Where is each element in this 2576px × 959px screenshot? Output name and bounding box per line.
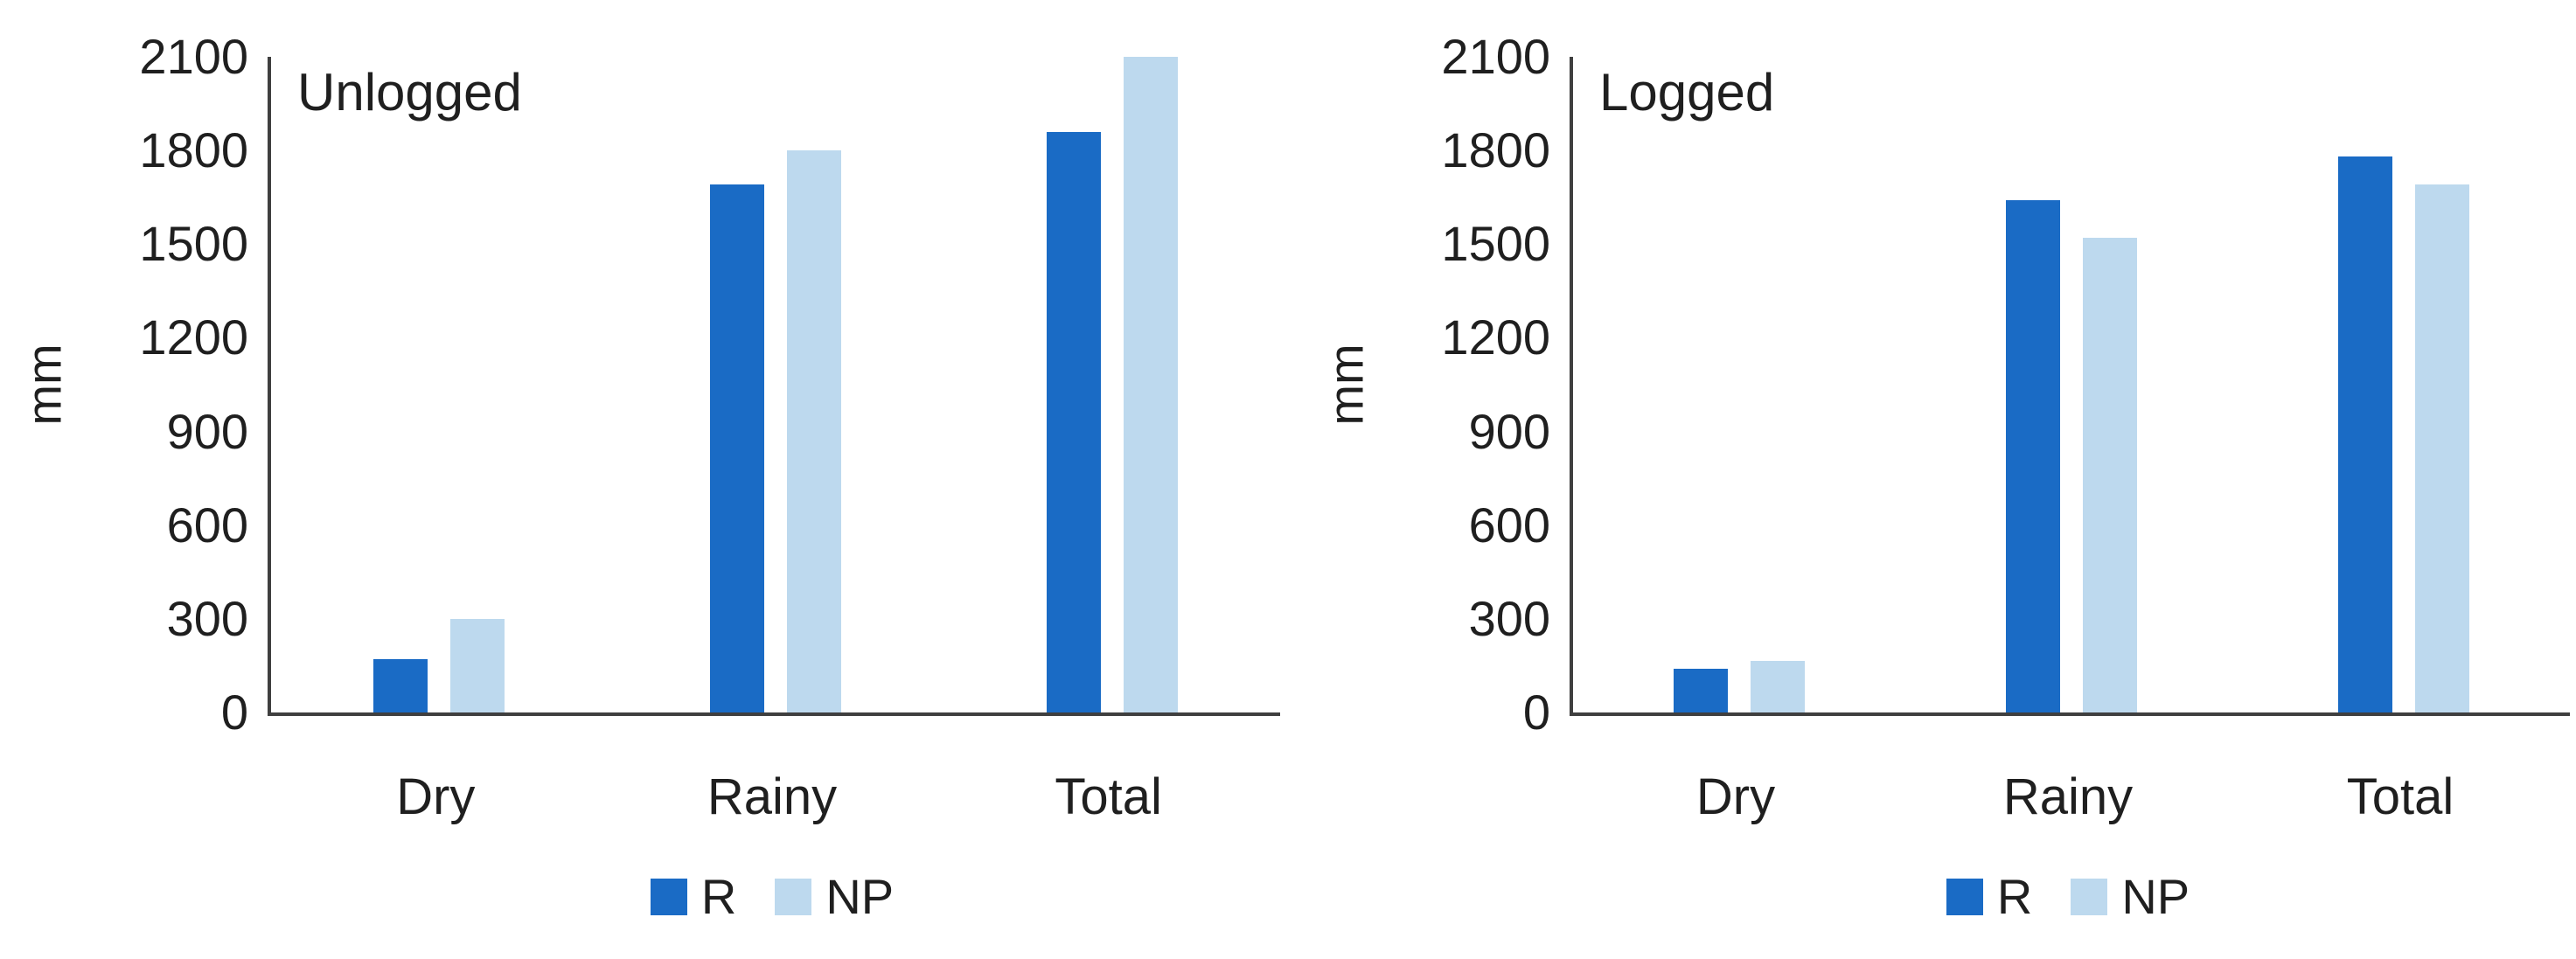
bar-np-rainy xyxy=(2083,238,2137,712)
bar-r-total xyxy=(1047,132,1101,712)
y-tick-label: 1200 xyxy=(1441,309,1550,365)
y-tick-label: 300 xyxy=(166,590,248,646)
y-tick-label: 1800 xyxy=(139,122,248,178)
legend-item-np: NP xyxy=(775,872,894,921)
x-axis-label-total: Total xyxy=(1055,768,1162,825)
x-axis-label-rainy: Rainy xyxy=(707,768,838,825)
y-tick-label: 1500 xyxy=(1441,216,1550,272)
legend-label-r: R xyxy=(700,869,737,924)
chart-logged: mm 0 300 600 900 1200 1500 1800 2100 Logged Dry Rai… xyxy=(1288,0,2576,959)
y-tick-label: 300 xyxy=(1468,590,1550,646)
legend-swatch-r xyxy=(650,879,687,915)
bar-r-dry xyxy=(373,659,428,712)
plot-area: Logged xyxy=(1570,57,2570,716)
y-tick-label: 1500 xyxy=(139,216,248,272)
legend-label-np: NP xyxy=(2121,869,2190,924)
legend-swatch-np xyxy=(2071,879,2108,915)
y-tick-label: 600 xyxy=(166,497,248,552)
bar-r-total xyxy=(2338,156,2392,712)
x-axis-label-dry: Dry xyxy=(1695,768,1776,825)
legend-swatch-np xyxy=(775,879,812,915)
legend-label-r: R xyxy=(1996,869,2033,924)
legend-label-np: NP xyxy=(825,869,895,924)
bar-r-dry xyxy=(1674,669,1728,712)
bar-np-dry xyxy=(450,619,505,712)
legend-swatch-r xyxy=(1946,879,1983,915)
bar-np-total xyxy=(2415,184,2469,712)
legend: R NP xyxy=(1570,872,2566,921)
y-tick-label: 900 xyxy=(166,403,248,459)
legend-item-r: R xyxy=(650,869,737,924)
bar-np-dry xyxy=(1751,661,1805,712)
bar-np-rainy xyxy=(787,150,841,712)
bar-np-total xyxy=(1124,57,1178,712)
bar-r-rainy xyxy=(710,184,764,712)
y-tick-label: 2100 xyxy=(1441,29,1550,84)
chart-title: Logged xyxy=(1599,63,1775,122)
x-axis-label-dry: Dry xyxy=(396,768,476,825)
plot-area: Unlogged xyxy=(268,57,1280,716)
bar-r-rainy xyxy=(2006,200,2060,712)
y-tick-label: 0 xyxy=(1522,685,1550,740)
y-tick-label: 1200 xyxy=(139,309,248,365)
y-tick-label: 0 xyxy=(220,685,248,740)
chart-unlogged: mm 0 300 600 900 1200 1500 1800 2100 Unlogged Dry R… xyxy=(17,29,1280,921)
chart-title: Unlogged xyxy=(297,63,522,122)
y-tick-label: 900 xyxy=(1468,403,1550,459)
legend: R NP xyxy=(268,872,1277,921)
x-axis-label-rainy: Rainy xyxy=(2002,768,2134,825)
legend-item-np: NP xyxy=(2071,872,2190,921)
legend-item-r: R xyxy=(1946,872,2032,921)
y-tick-label: 1800 xyxy=(1441,122,1550,178)
y-tick-label: 600 xyxy=(1468,497,1550,552)
x-axis-label-total: Total xyxy=(2346,768,2454,825)
y-tick-label: 2100 xyxy=(139,29,248,84)
